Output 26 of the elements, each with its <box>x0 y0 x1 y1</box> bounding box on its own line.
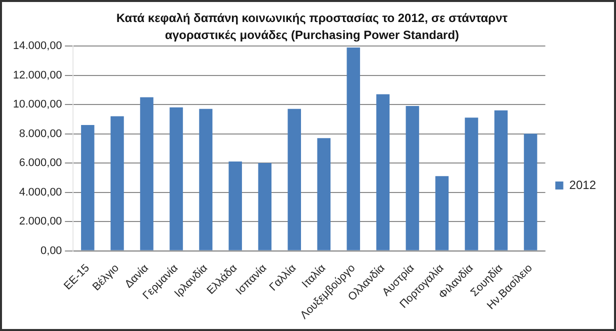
legend-label: 2012 <box>569 178 596 192</box>
bar <box>81 124 94 250</box>
bar <box>524 134 538 250</box>
chart-title: Κατά κεφαλή δαπάνη κοινωνικής προστασίας το 2012, σε στάνταρντ αγοραστικές μονάδες (Purchasing Power Standard) <box>115 10 509 44</box>
bar <box>140 97 154 250</box>
bar <box>435 176 449 250</box>
y-tick-label: 10.000,00 <box>13 98 62 111</box>
bar <box>494 110 508 250</box>
y-tick-label: 12.000,00 <box>13 69 62 82</box>
y-tick-label: 0,00 <box>40 244 62 257</box>
bar <box>464 118 478 250</box>
bar <box>110 116 124 250</box>
bar <box>199 108 212 250</box>
bar <box>406 106 420 250</box>
bar <box>170 107 183 250</box>
y-tick-label: 2.000,00 <box>19 216 62 228</box>
y-tick-label: 4.000,00 <box>19 186 62 198</box>
bar <box>317 138 331 250</box>
y-tick-label: 14.000,00 <box>13 40 62 52</box>
bar <box>376 94 390 250</box>
y-tick-label: 8.000,00 <box>19 128 62 140</box>
bar <box>228 162 242 250</box>
bar <box>258 163 272 250</box>
bar <box>288 108 301 250</box>
y-tick-label: 6.000,00 <box>19 157 62 170</box>
bar <box>346 47 360 250</box>
